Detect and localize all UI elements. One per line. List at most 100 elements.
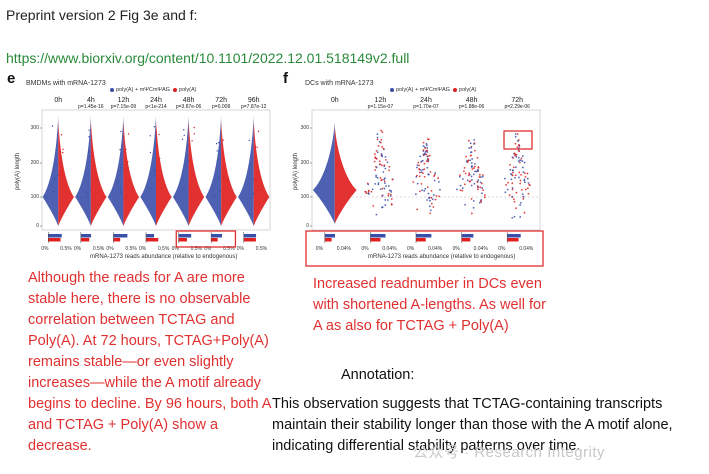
panel-e-violin-red xyxy=(221,120,237,226)
panel-e-pct-label: 0.5% xyxy=(60,246,72,252)
panel-e-pct-label: 0.5% xyxy=(190,246,202,252)
panel-e-abundance-bar-blue xyxy=(211,234,223,238)
panel-f-point xyxy=(375,175,378,178)
panel-e-point xyxy=(256,179,259,181)
panel-e-highlight-box xyxy=(175,230,237,248)
panel-e-abundance-bar-blue xyxy=(48,234,62,238)
panel-f-abundance-bar-red xyxy=(507,238,519,242)
panel-f-point xyxy=(477,170,479,172)
panel-f-timepoint-label: 12h xyxy=(374,97,387,104)
panel-f-point xyxy=(374,157,377,159)
panel-f-point xyxy=(522,171,525,173)
panel-e-point xyxy=(252,193,255,195)
panel-f-point xyxy=(520,188,523,191)
preprint-link[interactable]: https://www.biorxiv.org/content/10.1101/… xyxy=(6,50,410,66)
panel-f-point xyxy=(467,139,470,142)
panel-e-point xyxy=(119,189,122,192)
panel-f-point xyxy=(438,180,440,183)
panel-f-abundance-bar-red xyxy=(461,238,471,242)
panel-f-point xyxy=(384,177,386,179)
panel-e-point xyxy=(88,136,90,138)
left-annotation-note: Although the reads for A are more stable… xyxy=(28,270,271,454)
panel-f-point xyxy=(523,172,526,175)
panel-e-point xyxy=(88,129,90,131)
panel-f-point xyxy=(384,204,387,206)
panel-e-point xyxy=(119,148,121,151)
panel-f-point xyxy=(474,170,476,173)
panel-f-point xyxy=(514,153,517,156)
panel-f-point xyxy=(469,142,472,145)
panel-f-point xyxy=(468,147,471,150)
panel-f-point xyxy=(422,144,425,147)
panel-e-point xyxy=(256,146,258,148)
panel-e-point xyxy=(117,181,119,184)
panel-f-point xyxy=(434,172,437,174)
panel-f-point xyxy=(364,190,367,193)
panel-f-point xyxy=(459,184,462,187)
panel-f-abundance-bar-blue xyxy=(416,234,432,238)
panel-f-point xyxy=(374,183,377,185)
panel-f-point xyxy=(514,133,517,135)
legend-label-b: poly(A) xyxy=(459,87,477,93)
panel-e-pvalue: p=1.45e-16 xyxy=(78,104,104,110)
panel-f-point xyxy=(416,208,419,211)
panel-f-point xyxy=(390,203,393,205)
panel-f-point xyxy=(383,178,386,181)
panel-e-point xyxy=(61,173,63,176)
panel-f-abundance-bar-red xyxy=(324,238,332,242)
panel-f-point xyxy=(470,197,473,200)
panel-f-point xyxy=(428,205,431,208)
panel-f-point xyxy=(380,129,383,132)
panel-f-pct-label: 0.04% xyxy=(428,246,443,252)
panel-f-pct-label: 0% xyxy=(452,246,460,252)
panel-e-violin-red xyxy=(123,120,140,226)
panel-f-point xyxy=(381,206,384,209)
panel-f-title: DCs with mRNA-1273 xyxy=(305,80,374,87)
panel-f-point xyxy=(376,151,379,154)
panel-f-ytick-label: 200 xyxy=(300,160,309,166)
panel-f-point xyxy=(511,182,514,185)
panel-e-abundance-bar-blue xyxy=(80,234,92,238)
panel-f-point xyxy=(473,143,475,145)
panel-e-point xyxy=(60,173,62,176)
panel-f-point xyxy=(481,187,484,190)
legend-blue-dot xyxy=(110,87,114,92)
panel-f-point xyxy=(509,168,512,171)
panel-e-violin-blue xyxy=(42,116,59,226)
panel-f-point xyxy=(524,175,527,178)
panel-f-point xyxy=(478,173,481,176)
panel-f-point xyxy=(387,192,390,195)
panel-e-ytick-label: 100 xyxy=(30,194,39,200)
panel-e-point xyxy=(88,151,90,153)
panel-e-point xyxy=(223,188,226,190)
panel-e-ytick-label: 0 xyxy=(36,223,39,229)
panel-e-pvalue: p=3.87e-06 xyxy=(175,104,202,110)
panel-f-point xyxy=(511,171,514,174)
panel-f-point xyxy=(421,159,424,162)
panel-f-point xyxy=(508,194,511,197)
panel-e-point xyxy=(95,172,98,174)
panel-f-pvalue: p=1.15e-07 xyxy=(367,104,394,110)
panel-f-outlier-point xyxy=(517,140,519,142)
panel-f-point xyxy=(510,173,512,175)
legend-blue-dot xyxy=(390,87,394,92)
panel-f-point xyxy=(377,183,380,186)
panel-f-point xyxy=(374,169,377,171)
panel-f-point xyxy=(526,172,529,175)
panel-f-xcaption: mRNA-1273 reads abundance (relative to e… xyxy=(368,254,516,260)
panel-e-point xyxy=(60,134,63,136)
panel-f-point xyxy=(418,171,421,174)
annotation-body: This observation suggests that TCTAG-con… xyxy=(272,396,673,454)
panel-f-point xyxy=(512,198,515,201)
panel-e-point xyxy=(56,183,58,185)
panel-e-violin-blue xyxy=(75,116,91,226)
panel-f-point xyxy=(427,158,430,161)
panel-f-abundance-bar-red xyxy=(370,238,381,242)
panel-e-point xyxy=(92,184,94,187)
panel-f-point xyxy=(376,136,379,139)
legend-red-dot xyxy=(453,87,458,92)
panel-f-point xyxy=(517,156,520,159)
panel-e-point xyxy=(222,139,224,141)
panel-e-point xyxy=(255,179,257,181)
